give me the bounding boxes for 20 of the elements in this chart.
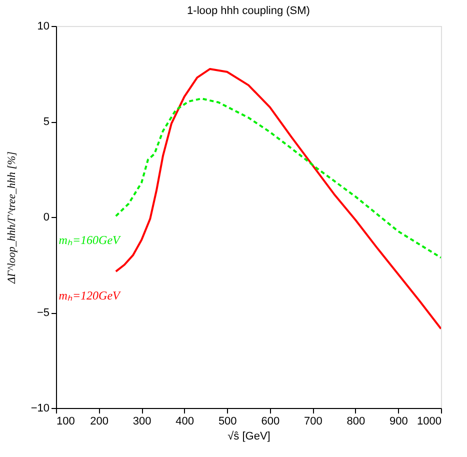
x-tick-label: 300 <box>132 416 152 428</box>
y-tick-label: −5 <box>36 307 50 319</box>
chart-title: 1-loop hhh coupling (SM) <box>187 5 310 17</box>
y-tick-label: 5 <box>43 116 50 128</box>
x-axis-title: √ŝ [GeV] <box>228 430 270 442</box>
y-axis-title: ΔΓ^loop_hhh/Γ^tree_hhh [%] <box>6 151 18 285</box>
x-tick-label: 1000 <box>417 416 442 428</box>
series-label: mₕ=160GeV <box>58 233 122 248</box>
x-tick-label: 400 <box>176 416 194 428</box>
x-tick-label: 600 <box>261 416 280 428</box>
x-tick-label: 700 <box>304 416 322 428</box>
x-tick-label: 500 <box>218 416 237 428</box>
series-label: mₕ=120GeV <box>58 288 122 302</box>
y-tick-label: 10 <box>37 20 50 32</box>
y-tick-label: 0 <box>43 212 50 224</box>
y-tick-label: −10 <box>30 402 50 414</box>
x-tick-label: 900 <box>390 416 408 428</box>
x-tick-label: 100 <box>56 416 75 428</box>
x-tick-label: 200 <box>90 416 108 428</box>
x-tick-label: 800 <box>346 416 366 428</box>
